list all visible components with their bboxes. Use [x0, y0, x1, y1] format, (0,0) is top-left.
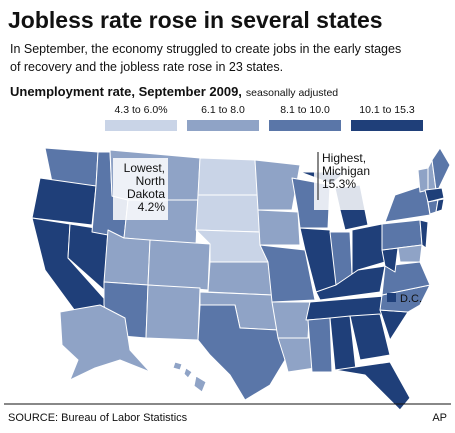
annotation-line: Michigan [322, 164, 370, 178]
legend-label: 6.1 to 8.0 [201, 104, 245, 116]
state [145, 284, 201, 341]
legend-swatch [187, 120, 259, 131]
legend-label: 4.3 to 6.0% [114, 104, 167, 116]
subtitle-line: of recovery and the jobless rate rose in… [10, 60, 283, 74]
annotation-line: 15.3% [322, 177, 356, 191]
annotation-line: Lowest, [124, 161, 165, 175]
states [31, 147, 451, 411]
state [259, 244, 316, 303]
legend: 4.3 to 6.0% 6.1 to 8.0 8.1 to 10.0 10.1 to … [105, 104, 423, 131]
dc-swatch [387, 293, 396, 302]
state-alaska [59, 304, 151, 381]
dc-label: D.C. [400, 293, 422, 305]
annotation-line: North [136, 174, 165, 188]
source: SOURCE: Bureau of Labor Statistics [8, 412, 188, 424]
state [257, 209, 301, 246]
subtitle-line: In September, the economy struggled to c… [10, 42, 401, 56]
state-hawaii [183, 367, 193, 379]
legend-label: 10.1 to 15.3 [359, 104, 415, 116]
annotation-line: Dakota [127, 187, 165, 201]
state [384, 184, 431, 223]
label-backdrop [314, 148, 370, 210]
state [351, 223, 386, 276]
title: Jobless rate rose in several states [8, 7, 383, 33]
state [197, 304, 286, 401]
state [277, 337, 316, 373]
map-heading: Unemployment rate, September 2009, season… [10, 84, 338, 99]
state-hawaii [193, 375, 207, 393]
annotation-line: Highest, [322, 151, 366, 165]
legend-swatch [105, 120, 177, 131]
annotation-line: 4.2% [138, 200, 166, 214]
legend-label: 8.1 to 10.0 [280, 104, 330, 116]
legend-swatch [269, 120, 341, 131]
state [254, 159, 301, 211]
map-note: seasonally adjusted [246, 87, 338, 99]
state [417, 167, 429, 193]
state [419, 219, 429, 249]
map-title: Unemployment rate, September 2009, [10, 84, 242, 99]
state [195, 194, 261, 233]
state [349, 313, 391, 361]
state [334, 361, 411, 411]
state [197, 157, 259, 196]
credit: AP [432, 412, 447, 424]
state [207, 261, 273, 296]
state [424, 187, 445, 203]
state [435, 198, 445, 213]
state [271, 301, 311, 339]
state-hawaii [172, 361, 183, 371]
state [397, 244, 423, 263]
label-backdrop [113, 158, 168, 220]
state [431, 147, 451, 191]
state [147, 239, 211, 291]
state [31, 177, 97, 226]
state [307, 317, 333, 373]
legend-swatch [351, 120, 423, 131]
